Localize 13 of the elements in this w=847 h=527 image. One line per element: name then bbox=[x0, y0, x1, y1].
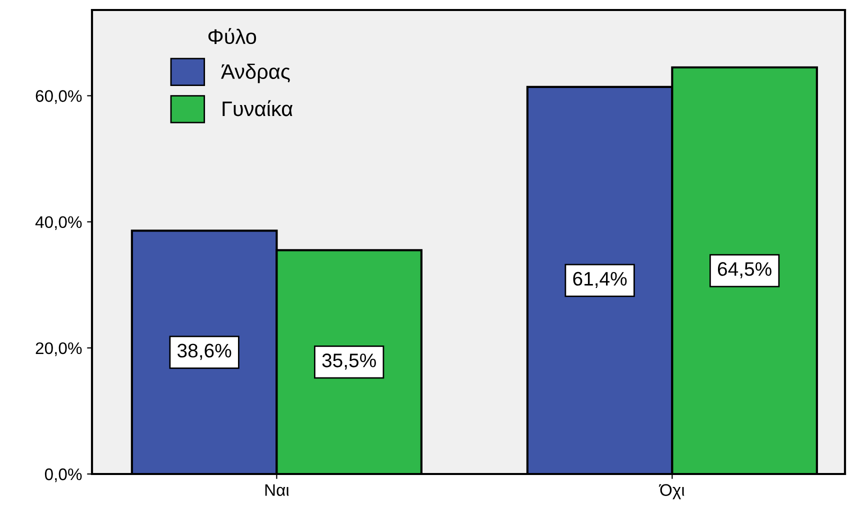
x-tick-label: Όχι bbox=[658, 484, 684, 500]
legend-label: Άνδρας bbox=[221, 64, 290, 84]
data-label: 35,5% bbox=[322, 354, 376, 370]
legend-title: Φύλο bbox=[208, 28, 256, 44]
legend-label: Γυναίκα bbox=[222, 100, 293, 116]
x-tick-label: Ναι bbox=[265, 484, 289, 496]
y-tick-label: 60,0% bbox=[36, 90, 82, 104]
data-label: 64,5% bbox=[718, 262, 772, 278]
y-tick-label: 0,0% bbox=[44, 468, 82, 482]
y-tick-label: 20,0% bbox=[36, 342, 82, 356]
data-label: 61,4% bbox=[573, 272, 627, 288]
data-label: 38,6% bbox=[177, 344, 232, 360]
y-tick-label: 40,0% bbox=[35, 216, 82, 230]
